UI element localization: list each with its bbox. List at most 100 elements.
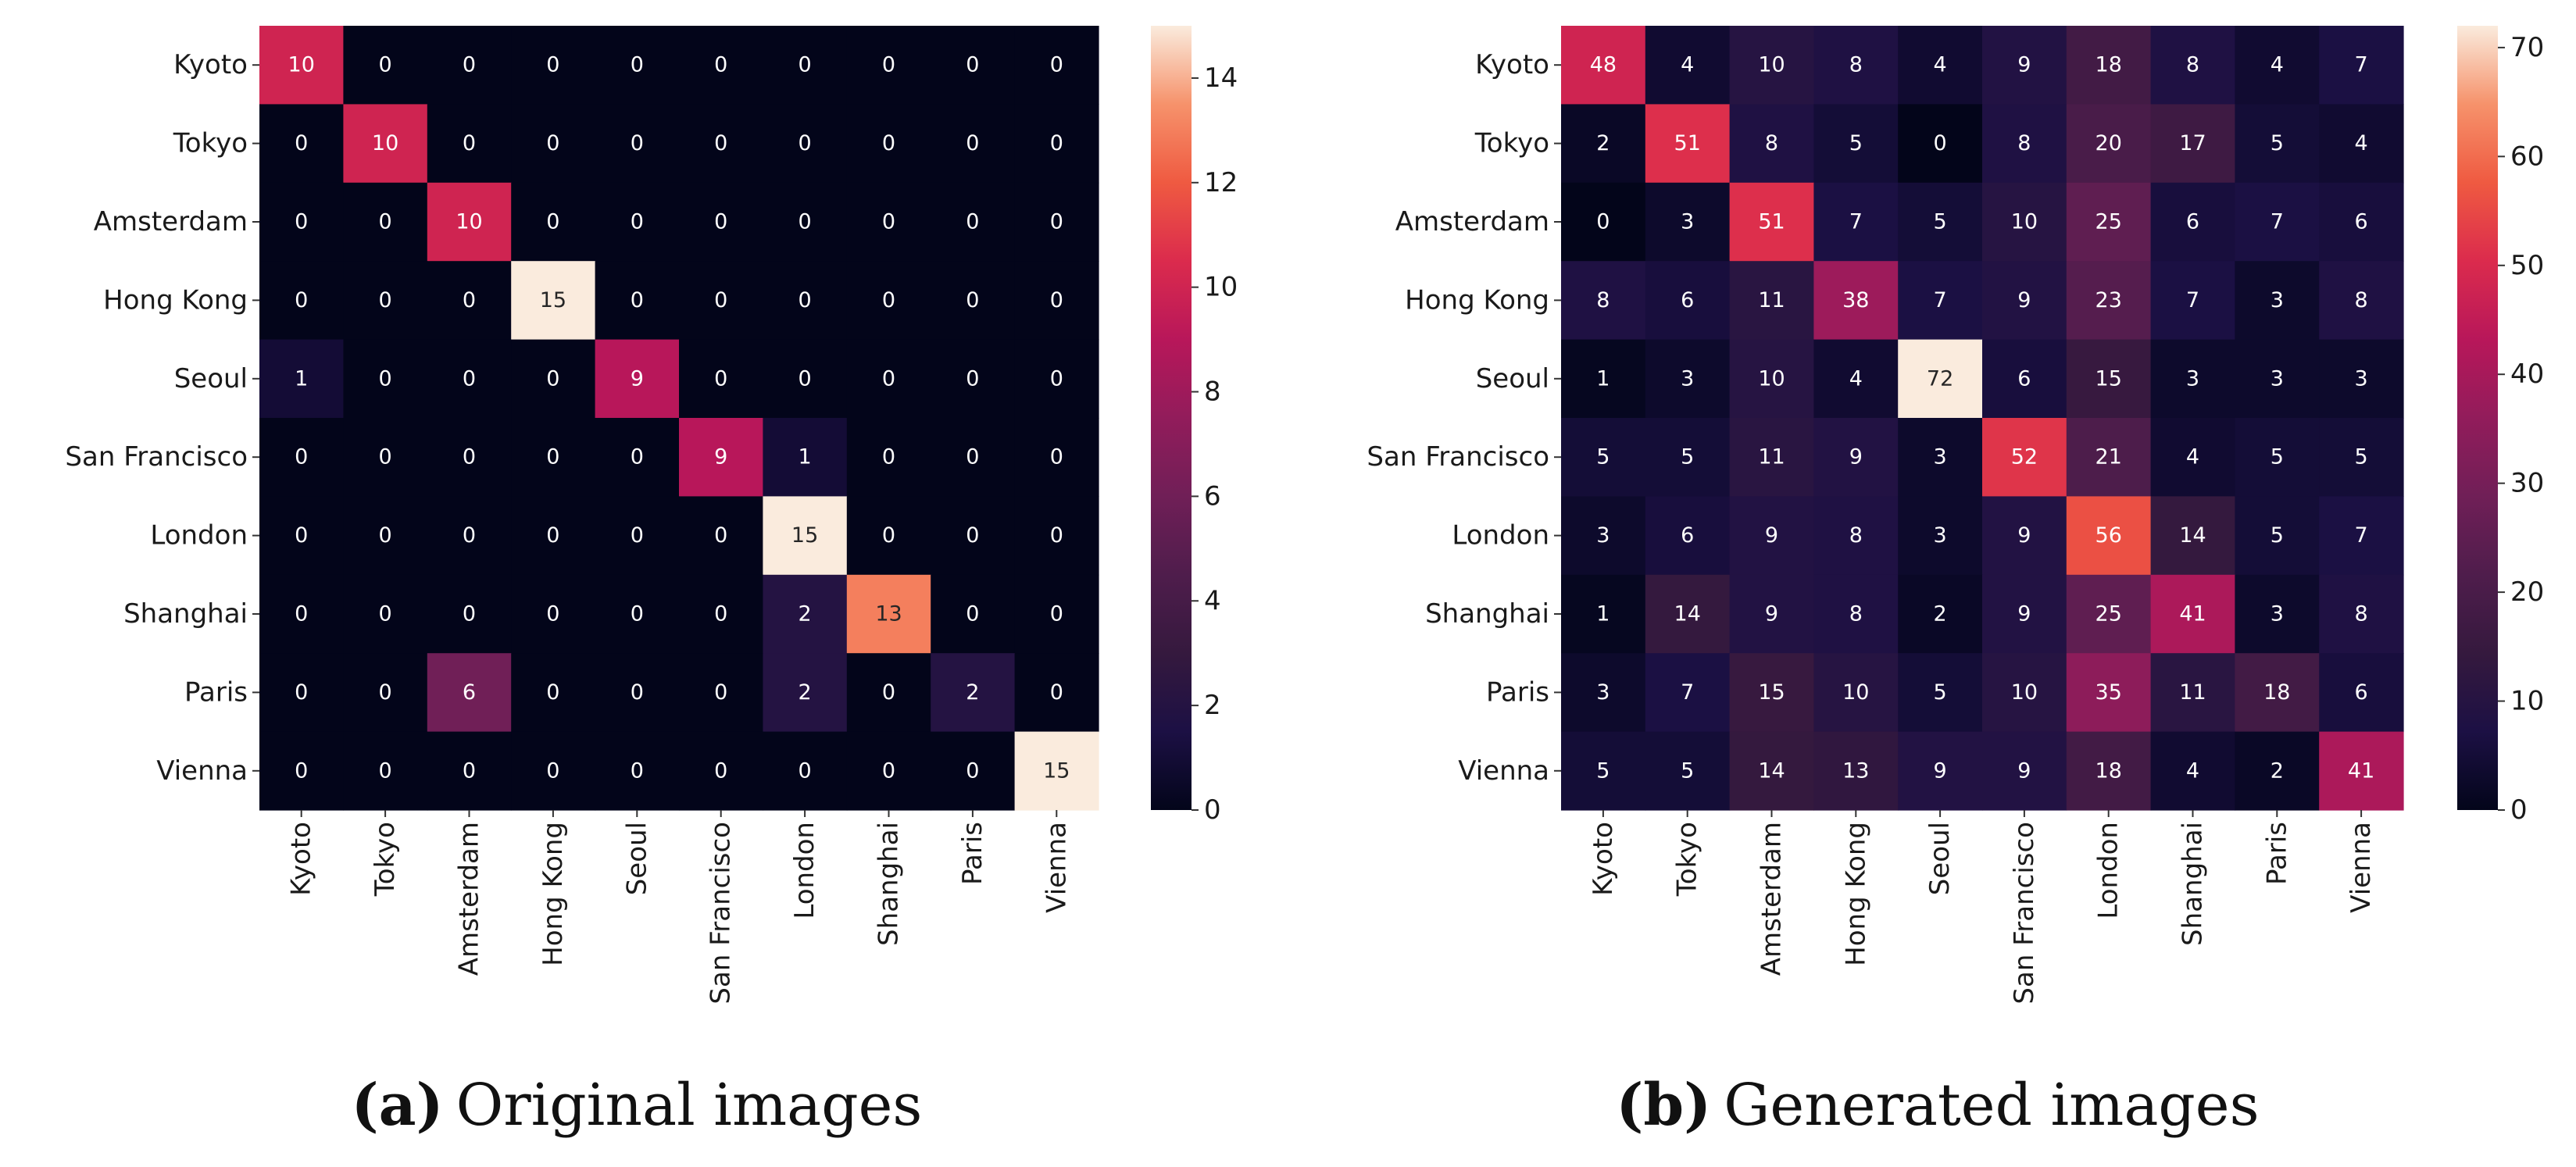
caption-letter: (b) xyxy=(1616,1072,1711,1139)
heatmap-cell xyxy=(1645,574,1731,654)
heatmap-cell xyxy=(2150,26,2235,105)
heatmap-cell xyxy=(1729,182,1814,262)
heatmap-cell xyxy=(1561,418,1646,497)
colorbar-tick-label: 20 xyxy=(2510,576,2544,608)
cell-value-label: 3 xyxy=(2271,288,2284,312)
cell-value-label: 0 xyxy=(463,602,476,626)
cell-value-label: 20 xyxy=(2095,131,2122,155)
row-label: Amsterdam xyxy=(1395,206,1549,237)
heatmap-cell xyxy=(1645,104,1731,184)
heatmap-cell xyxy=(343,104,428,184)
cell-value-label: 0 xyxy=(463,445,476,469)
cell-value-label: 3 xyxy=(1934,445,1947,469)
heatmap-cell xyxy=(259,496,344,576)
cell-value-label: 10 xyxy=(2011,210,2038,234)
cell-value-label: 0 xyxy=(1050,680,1063,705)
heatmap-cell xyxy=(1898,574,1983,654)
cell-value-label: 1 xyxy=(1596,602,1610,626)
heatmap-cell xyxy=(2319,26,2404,105)
heatmap-cell xyxy=(1561,496,1646,576)
heatmap-cell xyxy=(511,653,596,733)
cell-value-label: 6 xyxy=(2186,210,2199,234)
cell-value-label: 41 xyxy=(2348,758,2374,783)
cell-value-label: 0 xyxy=(295,288,308,312)
heatmap-cell xyxy=(1898,731,1983,811)
heatmap-cell xyxy=(511,574,596,654)
cell-value-label: 0 xyxy=(1050,131,1063,155)
heatmap-cell xyxy=(1014,653,1099,733)
heatmap-cell xyxy=(511,418,596,497)
column-label: Tokyo xyxy=(1672,822,1703,897)
cell-value-label: 0 xyxy=(714,288,727,312)
heatmap-cell xyxy=(1982,261,2067,341)
heatmap-cell xyxy=(2066,261,2152,341)
heatmap-cell xyxy=(1014,261,1099,341)
heatmap-cell xyxy=(846,653,931,733)
heatmap-cell xyxy=(2150,496,2235,576)
heatmap-cell xyxy=(1898,496,1983,576)
cell-value-label: 1 xyxy=(295,366,308,391)
heatmap-cell xyxy=(2066,26,2152,105)
cell-value-label: 0 xyxy=(1050,602,1063,626)
cell-value-label: 0 xyxy=(463,366,476,391)
heatmap-cell xyxy=(2319,496,2404,576)
row-label: London xyxy=(150,520,248,551)
heatmap-cell xyxy=(1982,731,2067,811)
cell-value-label: 0 xyxy=(966,366,979,391)
heatmap-cell xyxy=(1561,731,1646,811)
cell-value-label: 9 xyxy=(2017,523,2031,548)
heatmap-cell xyxy=(2066,653,2152,733)
heatmap-cell xyxy=(1898,339,1983,419)
cell-value-label: 0 xyxy=(799,758,812,783)
heatmap-cell xyxy=(2150,182,2235,262)
cell-value-label: 0 xyxy=(379,602,392,626)
colorbar: 0 2 4 6 8 10 12 14 xyxy=(1151,26,1238,826)
cell-value-label: 3 xyxy=(2271,366,2284,391)
heatmap-cell xyxy=(2235,26,2320,105)
heatmap-cell xyxy=(931,574,1016,654)
heatmap-cell xyxy=(931,182,1016,262)
column-label: Shanghai xyxy=(2178,822,2209,946)
heatmap-cell xyxy=(1729,418,1814,497)
heatmap-cell xyxy=(1982,182,2067,262)
row-label: Paris xyxy=(184,676,248,708)
heatmap-cell xyxy=(763,182,848,262)
heatmap-cell xyxy=(259,731,344,811)
cell-value-label: 0 xyxy=(714,366,727,391)
cell-value-label: 7 xyxy=(2355,523,2368,548)
cell-value-label: 0 xyxy=(799,131,812,155)
cell-value-label: 7 xyxy=(2186,288,2199,312)
column-label: Kyoto xyxy=(286,822,317,896)
caption-text: Original images xyxy=(456,1072,923,1139)
cell-value-label: 13 xyxy=(1842,758,1869,783)
cell-value-label: 1 xyxy=(799,445,812,469)
cell-value-label: 0 xyxy=(631,523,644,548)
heatmap-cell xyxy=(763,261,848,341)
row-tick-labels: Kyoto Tokyo Amsterdam Hong Kong Seoul San Fra… xyxy=(65,49,259,787)
cell-value-label: 0 xyxy=(1050,445,1063,469)
heatmap-cell xyxy=(595,653,680,733)
cell-value-label: 2 xyxy=(799,602,812,626)
heatmap-cell xyxy=(1561,653,1646,733)
heatmap-cell xyxy=(1561,339,1646,419)
heatmap-cell xyxy=(1645,261,1731,341)
caption: (a) Original images xyxy=(352,1072,923,1139)
cell-value-label: 5 xyxy=(1596,758,1610,783)
heatmap-cell xyxy=(1729,104,1814,184)
cell-value-label: 0 xyxy=(463,523,476,548)
cell-value-label: 3 xyxy=(2271,602,2284,626)
row-label: Tokyo xyxy=(173,128,248,159)
cell-value-label: 10 xyxy=(1842,680,1869,705)
colorbar-gradient xyxy=(2457,26,2498,810)
cell-value-label: 0 xyxy=(379,445,392,469)
cell-value-label: 0 xyxy=(546,366,559,391)
heatmap-cell xyxy=(343,731,428,811)
heatmap-cell xyxy=(595,261,680,341)
heatmap-cell xyxy=(595,574,680,654)
heatmap-cell xyxy=(931,653,1016,733)
cell-value-label: 0 xyxy=(379,366,392,391)
heatmap-cell xyxy=(1813,339,1899,419)
cell-value-label: 3 xyxy=(1596,680,1610,705)
heatmap-cell xyxy=(846,496,931,576)
cell-value-label: 6 xyxy=(2355,210,2368,234)
